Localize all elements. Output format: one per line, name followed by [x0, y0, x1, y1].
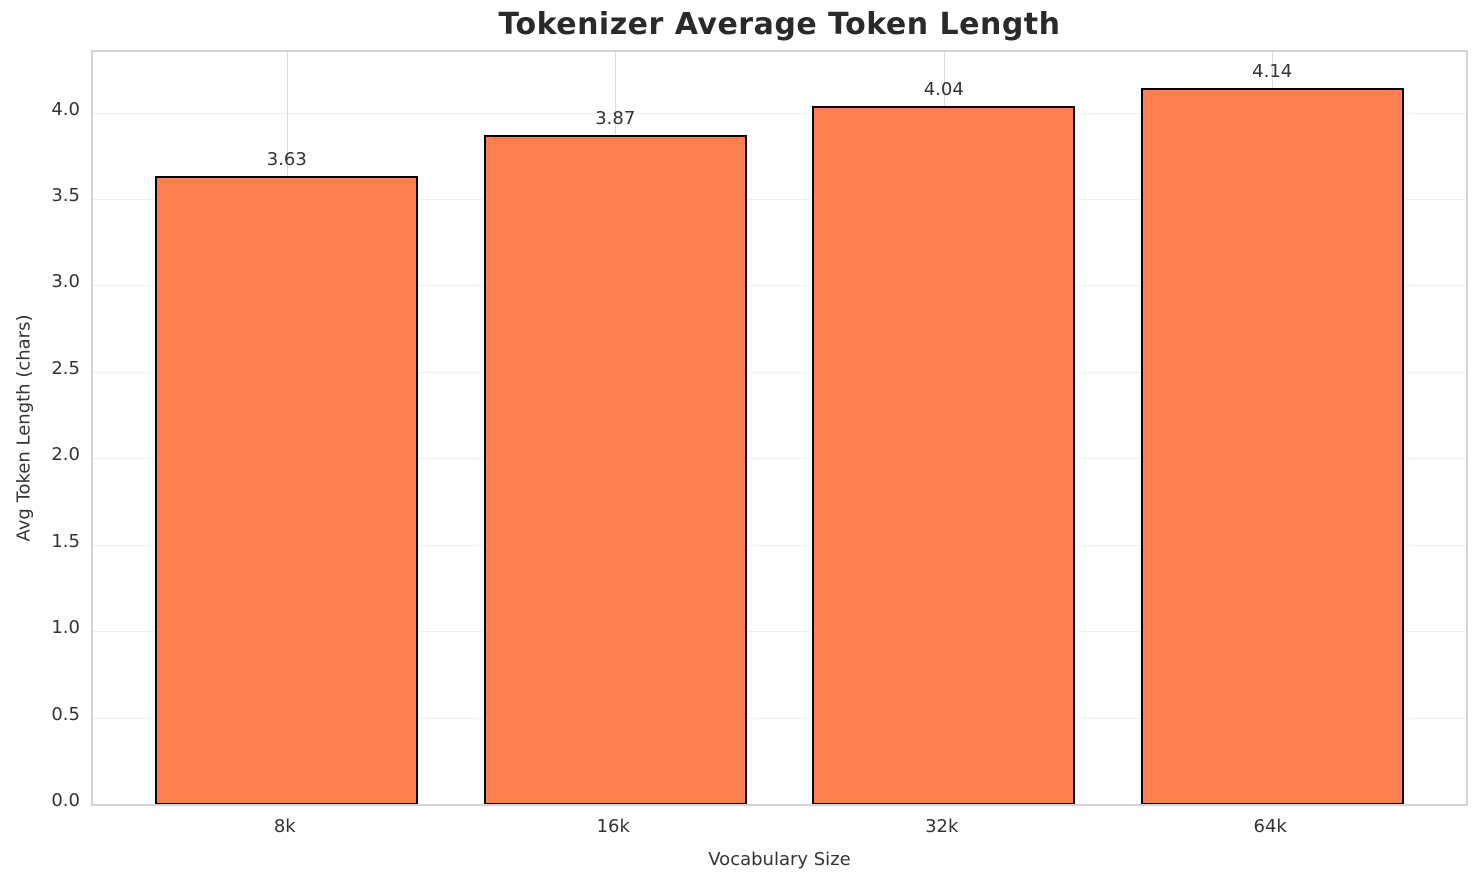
xtick-label-8k: 8k — [273, 816, 296, 837]
ytick-label-3.0: 3.0 — [51, 271, 80, 293]
ytick-label-1.0: 1.0 — [51, 617, 80, 639]
bar-value-label-32k: 4.04 — [923, 78, 964, 100]
ytick-label-0.5: 0.5 — [51, 703, 80, 725]
chart-title: Tokenizer Average Token Length — [498, 7, 1061, 42]
ytick-label-2.0: 2.0 — [51, 444, 80, 466]
ytick-label-2.5: 2.5 — [51, 357, 80, 379]
bar-value-label-64k: 4.14 — [1252, 61, 1293, 83]
xtick-label-16k: 16k — [596, 816, 630, 837]
gridline-y-3.5 — [93, 198, 1466, 200]
bar-8k — [155, 176, 419, 804]
ytick-label-3.5: 3.5 — [51, 184, 80, 206]
gridline-y-4.0 — [93, 112, 1466, 114]
xtick-label-64k: 64k — [1253, 816, 1287, 837]
bar-16k — [483, 134, 747, 804]
bar-64k — [1140, 88, 1404, 804]
gridline-y-0.5 — [93, 717, 1466, 719]
x-axis-label: Vocabulary Size — [708, 849, 851, 870]
ytick-label-1.5: 1.5 — [51, 530, 80, 552]
ytick-label-0.0: 0.0 — [51, 790, 80, 811]
bar-value-label-8k: 3.63 — [266, 149, 307, 171]
ytick-label-4.0: 4.0 — [51, 98, 80, 120]
gridline-y-1.0 — [93, 631, 1466, 633]
gridline-y-3.0 — [93, 285, 1466, 287]
gridline-y-2.0 — [93, 458, 1466, 460]
bar-value-label-16k: 3.87 — [595, 107, 636, 129]
plot-area: 3.63 3.87 4.04 4.14 — [91, 50, 1468, 806]
bar-32k — [812, 105, 1076, 804]
gridline-y-2.5 — [93, 371, 1466, 373]
gridline-y-1.5 — [93, 544, 1466, 546]
y-axis-label: Avg Token Length (chars) — [13, 314, 35, 542]
xtick-label-32k: 32k — [925, 816, 959, 837]
